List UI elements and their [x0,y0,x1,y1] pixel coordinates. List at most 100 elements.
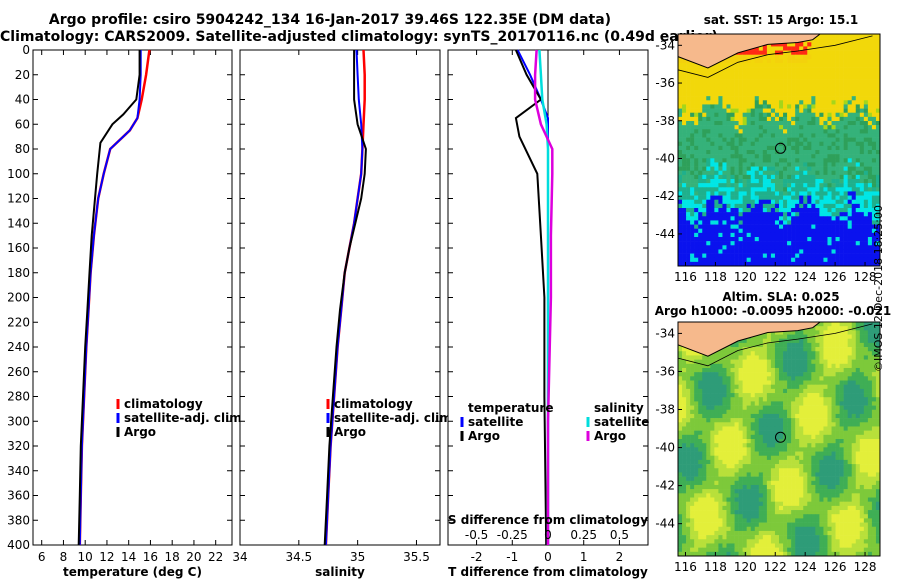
map-cell [791,241,796,246]
map-cell [831,154,836,159]
map-cell [871,443,877,448]
map-cell [694,199,699,205]
map-cell [762,199,768,205]
map-cell [783,199,788,205]
map-cell [762,493,768,498]
map-cell [762,405,768,411]
map-cell [779,133,784,138]
map-cell [823,351,828,356]
map-cell [799,162,804,167]
map-cell [799,401,804,406]
map-cell [746,199,752,205]
map-cell [835,100,840,105]
map-cell [863,455,869,461]
map-cell [678,92,683,97]
map-cell [686,108,691,114]
map-cell [686,237,691,242]
map-cell [819,237,824,242]
map-cell [766,116,772,122]
map-cell [871,212,877,217]
map-cell [770,228,776,234]
map-cell [714,96,719,101]
map-cell [682,220,687,225]
map-cell [694,355,699,360]
map-cell [746,183,752,188]
map-cell [827,397,832,402]
map-cell [783,154,788,159]
map-cell [754,334,760,340]
map-cell [750,380,756,385]
map-cell [871,484,877,490]
map-cell [762,150,768,155]
map-cell [875,224,881,230]
map-cell [762,418,768,423]
map-cell [847,409,853,415]
map-cell [698,212,703,217]
map-cell [678,443,683,448]
map-cell [738,187,743,192]
map-cell [843,372,848,377]
map-cell [726,170,731,176]
map-cell [742,224,747,230]
map-cell [859,413,865,419]
map-cell [710,393,715,398]
map-cell [730,426,735,431]
map-cell [807,253,812,259]
map-cell [702,418,707,423]
map-cell [758,83,764,89]
map-cell [851,75,857,80]
map-cell [859,455,865,461]
map-cell [835,334,840,340]
map-cell [811,376,816,381]
map-cell [718,145,723,151]
map-cell [766,443,772,448]
map-cell [746,430,752,436]
map-cell [690,426,695,431]
map-cell [799,351,804,356]
map-cell [730,388,735,394]
map-cell [787,455,792,461]
map-cell [742,121,747,126]
map-cell [714,447,719,452]
map-cell [706,476,711,482]
map-cell [843,232,848,238]
map-cell [803,187,808,192]
map-cell [779,100,784,105]
map-cell [690,367,695,373]
map-cell [762,426,768,431]
map-cell [774,372,780,377]
map-cell [734,447,739,452]
map-cell [815,426,820,431]
map-cell [690,245,695,250]
map-cell [698,464,703,469]
map-cell [851,179,857,184]
map-cell [758,87,764,93]
map-cell [827,326,832,331]
map-cell [823,253,828,259]
map-cell [682,96,687,101]
map-cell [819,384,824,390]
map-cell [831,330,836,335]
map-cell [859,63,865,68]
map-cell [851,334,857,340]
map-cell [799,261,804,267]
map-cell [746,125,752,130]
map-cell [787,472,792,477]
map-cell [698,388,703,394]
map-cell [823,203,828,209]
map-cell [819,363,824,369]
map-cell [758,372,764,377]
map-cell [746,121,752,126]
map-cell [766,401,772,406]
map-cell [815,472,820,477]
map-cell [783,87,788,93]
map-cell [827,253,832,259]
map-cell [859,342,865,348]
map-cell [762,145,768,151]
map-cell [863,100,869,105]
map-cell [819,253,824,259]
map-cell [690,112,695,118]
map-cell [811,342,816,348]
map-cell [859,330,865,335]
map-cell [698,253,703,259]
